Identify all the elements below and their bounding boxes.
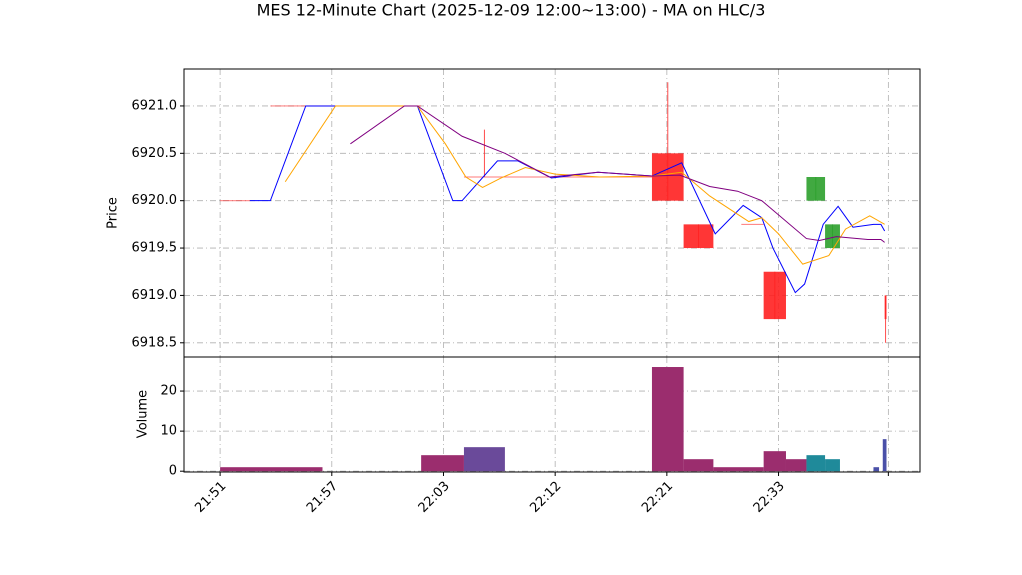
ma-line: [249, 105, 886, 294]
volume-bar: [806, 455, 826, 472]
volume-bar: [825, 459, 840, 472]
y-tick-label: 6920.0: [132, 193, 178, 208]
candle-body: [463, 176, 505, 178]
volume-axis-label: Volume: [136, 390, 151, 438]
price-axis-label: Price: [106, 197, 121, 229]
y-tick-label: 6919.0: [132, 288, 178, 303]
volume-bar: [873, 467, 880, 472]
volume-bar: [713, 467, 764, 472]
y-tick-label: 6919.5: [132, 241, 178, 256]
x-tick-label: 22:33: [751, 479, 788, 516]
volume-bar: [785, 459, 807, 472]
x-tick-label: 22:12: [527, 479, 564, 516]
candle-body: [220, 200, 250, 202]
y-tick-label: 20: [160, 384, 177, 399]
chart-title: MES 12-Minute Chart (2025-12-09 12:00~13…: [257, 1, 766, 20]
price-frame: [183, 68, 921, 358]
volume-bar: [463, 447, 505, 472]
volume-bar: [421, 455, 464, 472]
candle-body: [651, 153, 684, 201]
candle-body: [504, 176, 652, 178]
volume-bar: [683, 459, 714, 472]
candle-body: [825, 224, 840, 249]
ma-line: [284, 105, 885, 265]
volume-bar: [220, 467, 323, 472]
candle-body: [884, 295, 887, 320]
x-tick-label: 22:21: [639, 479, 676, 516]
y-tick-label: 6921.0: [132, 98, 178, 113]
candle-body: [683, 224, 714, 249]
volume-bar: [882, 439, 887, 472]
y-tick-label: 10: [160, 424, 177, 439]
volume-bar: [651, 367, 684, 472]
candle-body: [806, 177, 826, 201]
y-tick-label: 6918.5: [132, 335, 178, 350]
ma-line: [350, 105, 885, 243]
x-tick-label: 22:03: [416, 479, 453, 516]
y-tick-label: 0: [169, 464, 177, 479]
y-tick-label: 6920.5: [132, 146, 178, 161]
x-tick-label: 21:51: [192, 479, 229, 516]
volume-bar: [763, 451, 786, 472]
candle-body: [741, 223, 764, 225]
candle-body: [763, 271, 786, 320]
x-tick-label: 21:57: [304, 479, 341, 516]
volume-frame: [183, 356, 921, 473]
